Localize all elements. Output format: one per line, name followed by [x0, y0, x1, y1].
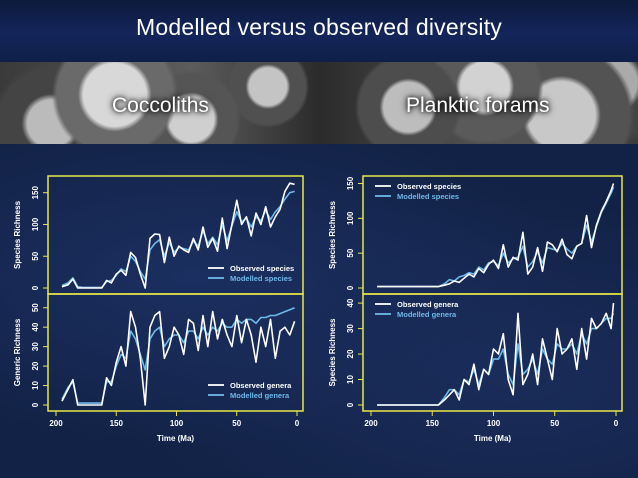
- y-tick-label: 10: [31, 381, 40, 390]
- y-axis-label: Generic Richness: [13, 318, 22, 386]
- y-tick-label: 50: [31, 251, 40, 260]
- x-tick-label: 100: [170, 419, 184, 428]
- x-tick-label: 150: [426, 419, 440, 428]
- page-title: Modelled versus observed diversity: [135, 14, 503, 40]
- plot-frame: [362, 293, 623, 412]
- chart-forams-species: 0 50 100 150 Species Richness Observed specie…: [328, 175, 623, 295]
- y-tick-label: 30: [346, 324, 355, 333]
- y-axis-label: Species Richness: [328, 200, 337, 269]
- y-tick-label: 30: [31, 342, 40, 351]
- legend-label: Observed genera: [230, 381, 292, 390]
- y-tick-label: 150: [346, 176, 355, 190]
- y-tick-label: 0: [31, 285, 40, 290]
- x-tick-label: 50: [232, 419, 241, 428]
- legend-label: Observed species: [230, 264, 294, 273]
- legend-label: Modelled species: [230, 274, 292, 283]
- y-tick-label: 0: [31, 402, 40, 407]
- coccoliths-label: Coccoliths: [112, 94, 209, 117]
- microfossil-photo-strip: [0, 62, 638, 144]
- y-tick-label: 20: [31, 361, 40, 370]
- y-tick-label: 0: [346, 285, 355, 290]
- observed-series-line: [377, 303, 615, 406]
- legend-label: Modelled genera: [397, 310, 457, 319]
- legend-label: Modelled species: [397, 192, 459, 201]
- y-tick-label: 150: [31, 185, 40, 199]
- y-axis-label: Species Richness: [13, 200, 22, 269]
- x-tick-label: 50: [550, 419, 559, 428]
- y-tick-label: 50: [346, 248, 355, 257]
- y-tick-label: 10: [346, 375, 355, 384]
- chart-forams-genera: 0 10 20 30 40 Species Richness 200 150 100 50 0 Tim…: [328, 293, 623, 443]
- x-tick-label: 200: [49, 419, 63, 428]
- y-tick-label: 100: [31, 217, 40, 231]
- x-tick-label: 0: [295, 419, 300, 428]
- chart-coccoliths-genera: 0 10 20 30 40 50 Generic Richness 200 150 100 50 0 T…: [13, 293, 304, 443]
- y-tick-label: 40: [346, 298, 355, 307]
- title-bar: Modelled versus observed diversity: [0, 0, 638, 63]
- y-tick-label: 50: [31, 303, 40, 312]
- plot-frame: [47, 293, 304, 412]
- y-tick-label: 100: [346, 211, 355, 225]
- observed-series-line: [377, 183, 615, 288]
- x-tick-label: 150: [110, 419, 124, 428]
- planktic-forams-label: Planktic forams: [406, 94, 550, 117]
- y-tick-label: 20: [346, 349, 355, 358]
- chart-background: [0, 144, 638, 478]
- x-tick-label: 0: [614, 419, 619, 428]
- y-axis-label: Species Richness: [328, 318, 337, 387]
- x-axis-label: Time (Ma): [157, 434, 195, 443]
- legend-label: Observed species: [397, 182, 461, 191]
- x-axis-label: Time (Ma): [474, 434, 512, 443]
- chart-coccoliths-species: 0 50 100 150 Species Richness Observed specie…: [13, 175, 304, 295]
- y-tick-label: 0: [346, 402, 355, 407]
- legend-label: Modelled genera: [230, 391, 290, 400]
- modelled-series-line: [377, 186, 615, 288]
- observed-series-line: [61, 310, 296, 406]
- x-tick-label: 200: [364, 419, 378, 428]
- y-tick-label: 40: [31, 322, 40, 331]
- x-tick-label: 100: [487, 419, 501, 428]
- legend-label: Observed genera: [397, 300, 459, 309]
- modelled-series-line: [61, 190, 295, 289]
- observed-series-line: [61, 182, 295, 289]
